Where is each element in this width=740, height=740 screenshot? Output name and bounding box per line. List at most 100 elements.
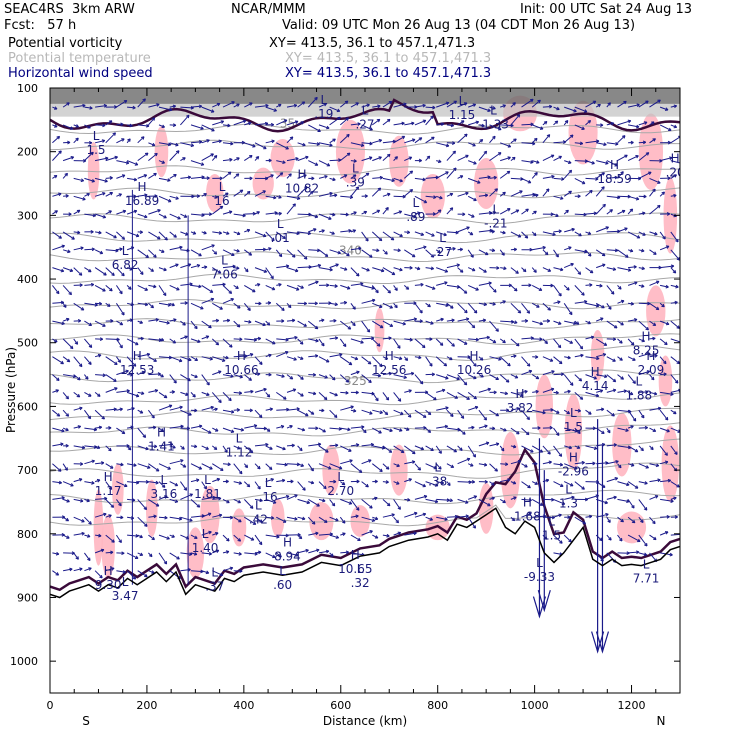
wind-vector xyxy=(212,370,222,376)
wind-vector xyxy=(414,231,424,236)
pv-extremum-type: L xyxy=(255,499,262,513)
wind-arrowhead xyxy=(118,539,122,544)
center-label: NCAR/MMM xyxy=(231,2,306,17)
wind-vector xyxy=(244,390,254,393)
wind-vector xyxy=(553,249,559,258)
wind-arrowhead xyxy=(397,531,402,536)
wind-arrowhead xyxy=(623,100,627,105)
wind-vector xyxy=(339,320,352,330)
wind-vector xyxy=(627,338,635,346)
wind-arrowhead xyxy=(409,265,413,270)
x-tick-label: 1000 xyxy=(521,699,549,712)
wind-vector xyxy=(169,374,177,384)
wind-arrowhead xyxy=(374,535,379,539)
wind-vector xyxy=(116,499,122,507)
wind-arrowhead xyxy=(512,156,516,161)
wind-vector xyxy=(574,249,588,253)
wind-arrowhead xyxy=(80,498,84,503)
wind-arrowhead xyxy=(445,303,449,307)
wind-vector xyxy=(212,231,222,234)
wind-vector xyxy=(105,445,112,452)
pv-extremum-value: .42 xyxy=(249,513,268,527)
wind-vector xyxy=(382,153,391,161)
wind-arrowhead xyxy=(614,477,619,481)
wind-vector xyxy=(286,388,296,393)
wind-arrowhead xyxy=(420,446,425,451)
pv-extremum-type: L xyxy=(570,406,577,420)
wind-arrowhead xyxy=(473,495,478,499)
wind-vector xyxy=(403,170,413,179)
wind-arrowhead xyxy=(513,138,517,142)
wind-arrowhead xyxy=(605,161,609,165)
wind-vector xyxy=(254,190,266,197)
wind-vector xyxy=(585,391,599,397)
wind-vector xyxy=(393,409,404,415)
wind-arrowhead xyxy=(378,156,382,160)
wind-vector xyxy=(52,267,64,272)
wind-arrowhead xyxy=(407,497,411,502)
wind-arrowhead xyxy=(455,230,459,235)
pv-extremum-value: .27 xyxy=(433,245,452,259)
wind-arrowhead xyxy=(99,574,103,579)
wind-vector xyxy=(190,141,202,144)
wind-arrowhead xyxy=(163,560,168,565)
wind-vector xyxy=(105,408,117,411)
wind-arrowhead xyxy=(119,290,123,295)
wind-arrowhead xyxy=(229,157,233,162)
wind-arrowhead xyxy=(210,405,214,410)
wind-vector xyxy=(222,159,233,162)
wind-vector xyxy=(329,409,338,418)
wind-vector xyxy=(489,188,498,197)
wind-arrowhead xyxy=(236,231,241,236)
wind-vector xyxy=(371,187,381,197)
wind-arrowhead xyxy=(66,317,70,322)
wind-arrowhead xyxy=(646,370,651,374)
wind-vector xyxy=(52,231,62,239)
wind-arrowhead xyxy=(338,465,343,470)
shading-blob xyxy=(335,119,366,184)
pv-extremum-type: L xyxy=(635,374,642,388)
wind-vector xyxy=(542,154,555,162)
wind-arrowhead xyxy=(203,485,207,490)
wind-vector xyxy=(649,231,658,235)
wind-arrowhead xyxy=(433,396,437,401)
wind-vector xyxy=(307,516,316,525)
wind-arrowhead xyxy=(119,407,123,412)
wind-arrowhead xyxy=(76,209,81,214)
wind-arrowhead xyxy=(310,411,315,415)
wind-arrowhead xyxy=(378,237,383,242)
shading-blob xyxy=(374,307,385,353)
wind-vector xyxy=(244,516,257,525)
wind-arrowhead xyxy=(619,537,623,542)
wind-vector xyxy=(212,463,224,471)
wind-vector xyxy=(531,302,540,308)
wind-arrowhead xyxy=(355,390,359,395)
wind-vector xyxy=(233,534,241,542)
wind-vector xyxy=(627,481,639,489)
wind-vector xyxy=(638,391,649,393)
wind-arrowhead xyxy=(434,499,439,504)
wind-arrowhead xyxy=(292,203,296,207)
wind-arrowhead xyxy=(166,320,170,325)
wind-arrowhead xyxy=(334,336,339,340)
wind-vector xyxy=(457,302,468,314)
wind-arrowhead xyxy=(250,389,254,394)
wind-vector xyxy=(659,106,669,111)
wind-arrowhead xyxy=(70,156,75,160)
wind-arrowhead xyxy=(353,211,357,215)
wind-arrowhead xyxy=(155,480,159,485)
wind-vector xyxy=(158,285,167,296)
wind-arrowhead xyxy=(53,175,58,179)
wind-vector xyxy=(73,177,84,182)
wind-vector xyxy=(105,481,113,490)
wind-vector xyxy=(617,390,627,393)
wind-vector xyxy=(201,496,216,500)
wind-arrowhead xyxy=(663,360,667,365)
wind-arrowhead xyxy=(666,514,670,519)
wind-arrowhead xyxy=(310,480,315,485)
wind-arrowhead xyxy=(180,424,184,429)
wind-arrowhead xyxy=(498,357,502,361)
wind-arrowhead xyxy=(278,554,282,558)
wind-arrowhead xyxy=(81,445,86,450)
wind-vector xyxy=(372,139,382,144)
